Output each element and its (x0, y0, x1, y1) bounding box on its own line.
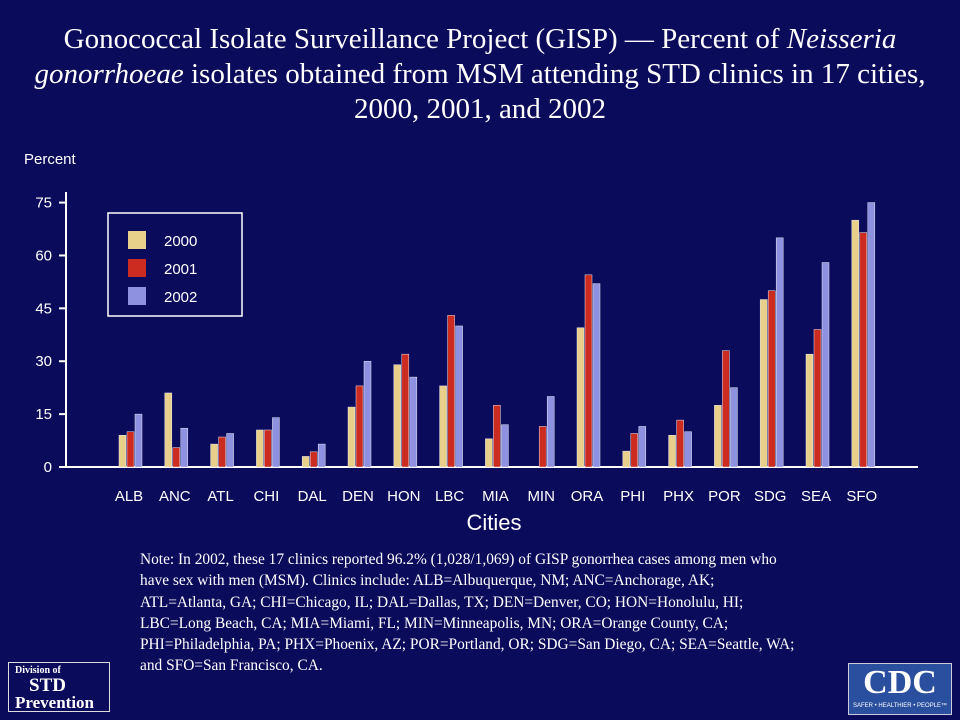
x-tick-label: PHX (663, 488, 694, 505)
logo-text: STD (29, 675, 66, 696)
bar (126, 431, 135, 468)
x-tick-label: SDG (754, 488, 787, 505)
x-tick-label: ATL (207, 488, 233, 505)
bar (393, 364, 402, 468)
logo-text: Division of (15, 665, 61, 676)
bar (676, 419, 684, 468)
bar (821, 262, 830, 468)
bar (264, 429, 272, 468)
note: Note: In 2002, these 17 clinics reported… (140, 551, 795, 675)
x-axis-label: Cities (466, 510, 521, 535)
x-tick-label: CHI (253, 488, 279, 505)
bar (584, 274, 593, 468)
bar (538, 426, 547, 468)
x-tick-label: MIA (482, 488, 509, 505)
x-tick-label: SFO (846, 488, 877, 505)
bar (118, 435, 127, 468)
y-tick-label: 30 (35, 353, 52, 370)
y-tick-label: 15 (35, 406, 52, 423)
chart-title: Gonococcal Isolate Surveillance Project … (20, 22, 940, 127)
bar (218, 436, 226, 468)
x-tick-label: DAL (298, 488, 327, 505)
legend-box (107, 212, 243, 317)
bar (493, 405, 501, 468)
legend-swatch (128, 231, 146, 249)
legend-label: 2001 (164, 261, 197, 278)
cdc-logo: CDC SAFER • HEALTHIER • PEOPLE™ (848, 663, 952, 715)
bar (347, 406, 356, 468)
bar (172, 447, 181, 468)
bar (134, 413, 143, 468)
bar (256, 429, 264, 468)
bar (180, 427, 189, 468)
bar (668, 435, 676, 468)
bar (805, 353, 814, 468)
legend-swatch (128, 259, 146, 277)
bar (759, 299, 768, 468)
y-axis-label: Percent (24, 151, 77, 168)
title-part: Neisseria gonorrhoeae (34, 23, 897, 90)
bar (409, 376, 418, 468)
bar (355, 385, 364, 468)
logo-text: CDC (863, 664, 937, 701)
std-logo: Division of STD Prevention (8, 662, 110, 712)
bar (164, 392, 173, 468)
bar (485, 438, 493, 468)
x-tick-label: MIN (527, 488, 555, 505)
y-tick-label: 75 (35, 195, 52, 212)
bar (309, 451, 318, 468)
x-tick-label: ANC (159, 488, 191, 505)
x-tick-label: LBC (435, 488, 464, 505)
bar (722, 350, 730, 468)
title-part: isolates obtained from MSM attending STD… (190, 58, 926, 125)
x-tick-label: PHI (620, 488, 645, 505)
bar (714, 405, 722, 468)
legend-label: 2000 (164, 233, 197, 250)
legend-swatch (128, 287, 146, 305)
x-tick-label: ALB (115, 488, 143, 505)
bar (859, 232, 868, 468)
x-tick-label: SEA (801, 488, 831, 505)
x-tick-label: DEN (342, 488, 374, 505)
logo-text: Prevention (15, 693, 95, 712)
title-part: Gonococcal Isolate Surveillance Project … (63, 23, 780, 55)
x-tick-label: POR (708, 488, 741, 505)
bar (501, 424, 509, 468)
bar (813, 329, 822, 468)
bar (592, 283, 601, 468)
bar (317, 443, 326, 468)
y-tick-label: 45 (35, 300, 52, 317)
bar (775, 237, 784, 468)
bar (730, 387, 738, 468)
bar (272, 417, 280, 468)
bar (638, 426, 647, 468)
y-tick-label: 0 (44, 459, 52, 476)
bar (851, 219, 860, 468)
x-tick-label: ORA (571, 488, 604, 505)
bar (226, 433, 234, 468)
bar (210, 443, 218, 468)
bar (301, 456, 310, 468)
bar (455, 325, 463, 468)
bar (546, 396, 555, 468)
bar (363, 360, 372, 468)
bar (447, 315, 455, 468)
logo-text: SAFER • HEALTHIER • PEOPLE™ (852, 703, 948, 709)
x-tick-label: HON (387, 488, 420, 505)
bar (401, 353, 410, 468)
bar (630, 433, 639, 468)
legend-label: 2002 (164, 289, 197, 306)
y-tick-label: 60 (35, 247, 52, 264)
bar (684, 431, 692, 468)
bar (622, 450, 631, 468)
bar (576, 327, 585, 468)
bar (439, 385, 447, 468)
bar (767, 290, 776, 468)
bar (867, 202, 876, 468)
